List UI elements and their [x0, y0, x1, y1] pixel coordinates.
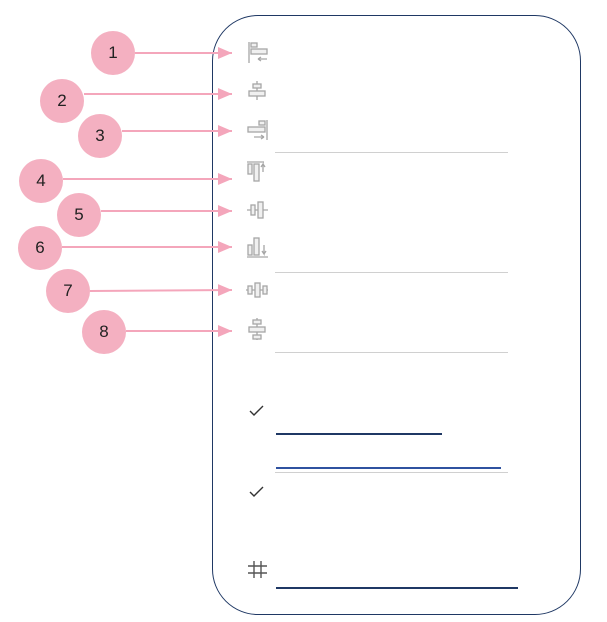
menu-separator [275, 152, 508, 153]
callout-badge-1: 1 [91, 31, 135, 75]
align-middle-icon [247, 201, 268, 219]
callout-badge-3: 3 [78, 114, 122, 158]
callout-badge-5: 5 [57, 193, 101, 237]
align-left-icon [248, 42, 268, 63]
menu-item-underline [276, 433, 442, 435]
check-icon [249, 486, 264, 497]
callout-badge-6: 6 [18, 226, 62, 270]
grid-icon [248, 561, 267, 578]
menu-item-underline [276, 587, 518, 589]
align-menu-panel [212, 15, 581, 615]
callout-badge-7: 7 [46, 269, 90, 313]
distribute-horizontally-icon [246, 282, 268, 298]
callout-badge-2: 2 [40, 79, 84, 123]
align-top-icon [247, 161, 266, 182]
menu-separator [275, 272, 508, 273]
align-right-icon [247, 120, 268, 140]
menu-item-underline [276, 467, 501, 469]
menu-separator [275, 352, 508, 353]
align-center-icon [248, 81, 266, 100]
distribute-vertically-icon [248, 318, 266, 340]
callout-badge-4: 4 [19, 159, 63, 203]
arrow-7 [89, 284, 233, 297]
align-bottom-icon [247, 237, 268, 258]
menu-separator [275, 472, 508, 473]
check-icon [249, 405, 264, 416]
callout-badge-8: 8 [82, 310, 126, 354]
